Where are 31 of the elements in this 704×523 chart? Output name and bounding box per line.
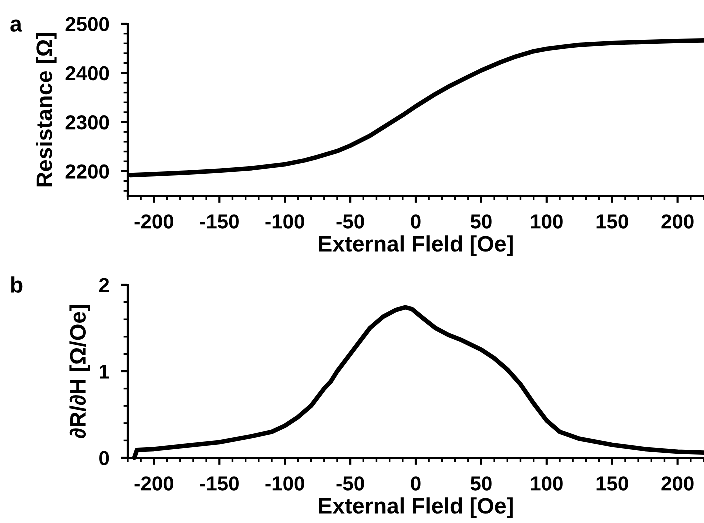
x-tick-label: 150 [596,214,628,229]
x-tick-label: 50 [470,476,492,491]
x-tick-label: -150 [200,214,239,229]
x-tick-label: -50 [336,214,364,229]
x-tick-label: -100 [266,476,304,491]
y-axis-title: Resistance [Ω] [36,33,57,187]
text: b [11,276,23,293]
y-tick-label: 2300 [66,116,110,130]
x-tick-label: -150 [200,476,239,491]
text: a [10,20,22,32]
y-tick-label: 0 [100,451,110,466]
y-axis-title: ∂R/∂H [Ω/Oe] [70,305,90,438]
y-tick-label: 2 [99,278,110,292]
x-tick-label: -50 [336,476,364,491]
x-tick-label: -200 [134,214,174,229]
x-tick-label: 0 [411,476,421,491]
x-tick-label: -200 [134,476,174,491]
y-tick-label: 2400 [66,66,110,81]
x-tick-label: 200 [662,214,694,229]
x-axis-title: External Fleld [Oe] [319,498,513,518]
x-tick-label: 100 [531,214,563,229]
x-tick-label: 0 [411,214,421,229]
y-tick-label: 2200 [66,164,110,179]
x-tick-label: 150 [596,476,628,491]
y-tick-label: 1 [100,364,110,379]
y-tick-label: 2500 [66,17,110,32]
x-tick-label: 100 [531,476,563,491]
x-tick-label: 50 [470,214,492,229]
x-tick-label: -100 [266,214,304,229]
x-tick-label: 200 [662,476,694,491]
x-axis-title: External Fleld [Oe] [319,236,513,256]
